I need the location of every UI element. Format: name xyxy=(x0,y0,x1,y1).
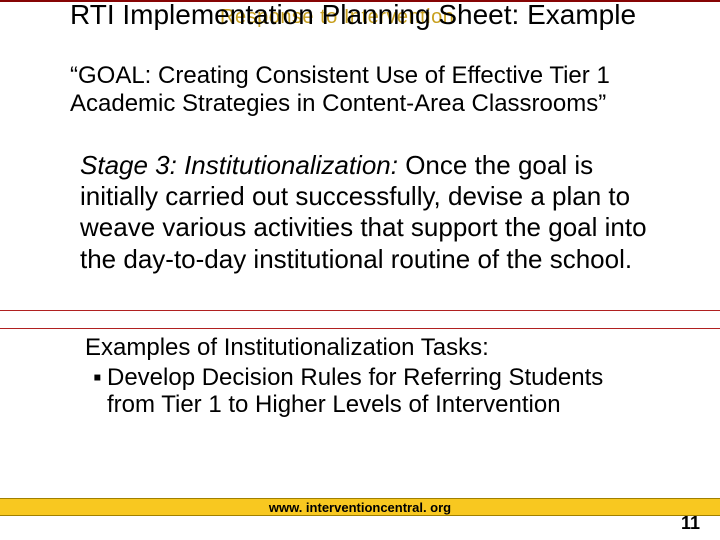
examples-heading: Examples of Institutionalization Tasks: xyxy=(85,334,655,362)
slide-title: RTI Implementation Planning Sheet: Examp… xyxy=(70,0,670,31)
footer-url: www. interventioncentral. org xyxy=(269,500,451,515)
divider-line-bottom xyxy=(0,328,720,329)
list-item: ▪ Develop Decision Rules for Referring S… xyxy=(85,364,655,419)
examples-block: Examples of Institutionalization Tasks: … xyxy=(85,334,655,419)
stage-paragraph: Stage 3: Institutionalization: Once the … xyxy=(80,150,660,275)
footer-bar: www. interventioncentral. org xyxy=(0,498,720,516)
divider-line-top xyxy=(0,310,720,311)
bullet-square-icon: ▪ xyxy=(85,364,107,419)
bullet-text: Develop Decision Rules for Referring Stu… xyxy=(107,364,655,419)
stage-label: Stage 3: Institutionalization: xyxy=(80,150,398,180)
page-number: 11 xyxy=(681,513,700,534)
slide: Response to Intervention RTI Implementat… xyxy=(0,0,720,540)
goal-text: “GOAL: Creating Consistent Use of Effect… xyxy=(70,62,650,117)
